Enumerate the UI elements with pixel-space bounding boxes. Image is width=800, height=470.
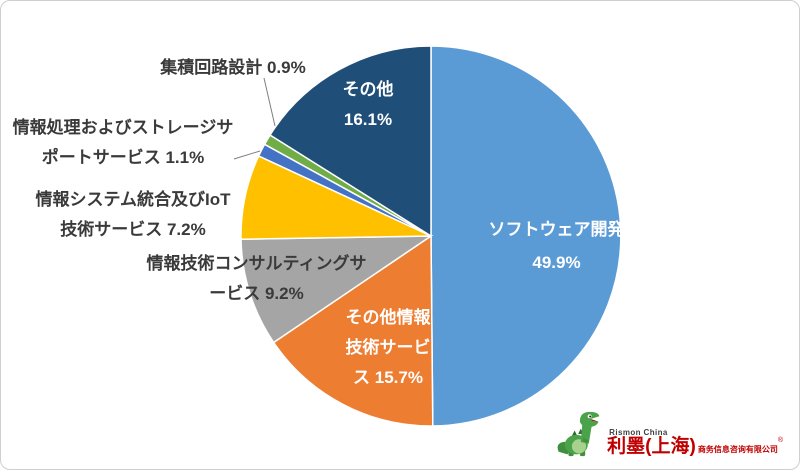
- dinosaur-logo-icon: [557, 411, 600, 457]
- leader-line-storage-service: [233, 150, 261, 160]
- pie-slice-1: [272, 234, 434, 427]
- pie-slice-6: [269, 45, 432, 238]
- leader-line-ic-design: [263, 77, 276, 127]
- brand-logo: Rismon China 利墨(上海) 商务信息咨询有限公司 ®: [556, 409, 783, 459]
- registered-mark-icon: ®: [777, 437, 783, 445]
- pie-slice-2: [240, 235, 434, 344]
- brand-name-sub: 商务信息咨询有限公司: [697, 445, 778, 454]
- leader-lines: [233, 77, 276, 160]
- pie-slices: [240, 45, 622, 427]
- brand-name-main: 利墨(上海): [607, 436, 696, 458]
- brand-name-en: Rismon China: [609, 428, 668, 438]
- pie-slice-0: [430, 45, 622, 427]
